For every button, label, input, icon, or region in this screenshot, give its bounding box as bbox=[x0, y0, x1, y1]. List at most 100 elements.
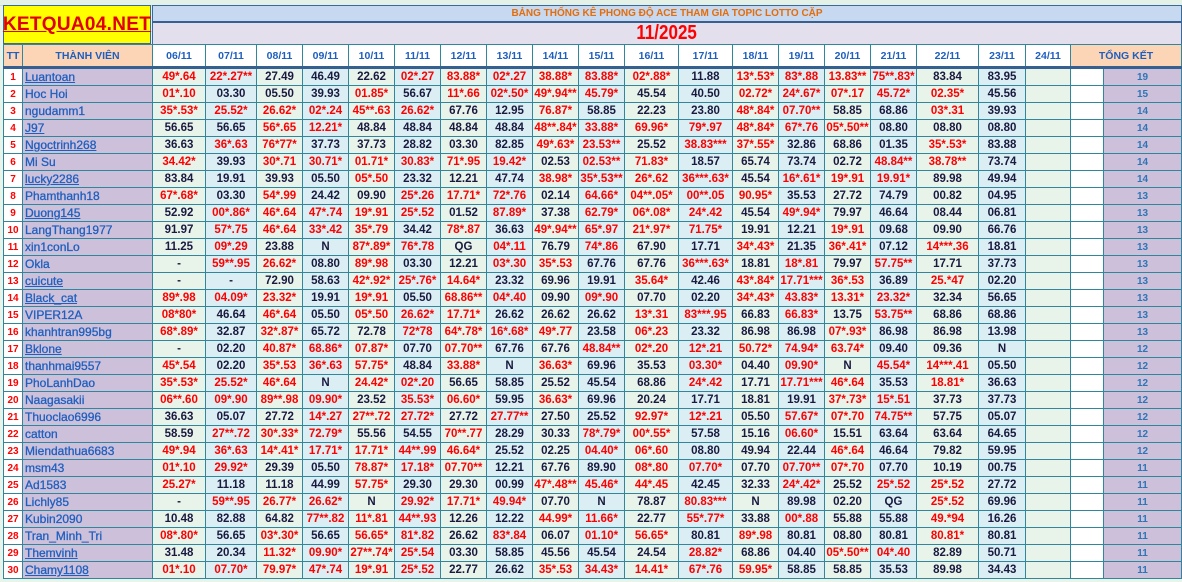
member-name[interactable]: Duong145 bbox=[22, 204, 153, 222]
score-cell: 07*.93* bbox=[824, 323, 871, 341]
score-cell: 08.80 bbox=[916, 119, 979, 137]
member-name[interactable]: Chamy1108 bbox=[22, 561, 153, 579]
score-cell: 76*77* bbox=[256, 136, 303, 154]
score-cell: 58.85 bbox=[486, 374, 533, 392]
score-cell: 33.88 bbox=[732, 510, 779, 528]
score-cell: 42.46 bbox=[678, 272, 733, 290]
score-cell: 80.81 bbox=[678, 527, 733, 545]
score-cell: 46*.64 bbox=[256, 374, 303, 392]
score-cell: 27**.74* bbox=[348, 544, 395, 562]
member-name[interactable]: J97 bbox=[22, 119, 153, 137]
score-cell: 14***.36 bbox=[916, 238, 979, 256]
table-row: 20 Naagasakii 06**.60 09*.90 89**.98 09.90* 23… bbox=[3, 391, 1182, 409]
row-number: 27 bbox=[3, 510, 23, 528]
score-cell: 07.12 bbox=[870, 238, 917, 256]
member-name[interactable]: Themvinh bbox=[22, 544, 153, 562]
total-cell: 13 bbox=[1103, 221, 1182, 239]
header-date: 16/11 bbox=[624, 44, 679, 69]
score-cell: 89.98 bbox=[778, 493, 825, 511]
score-cell: 14***.41 bbox=[916, 357, 979, 375]
score-cell: 17.18* bbox=[394, 459, 441, 477]
score-cell: 29.30 bbox=[440, 476, 487, 494]
score-cell: 03.30 bbox=[440, 544, 487, 562]
score-cell: 57.67* bbox=[778, 408, 825, 426]
score-cell: 12.21* bbox=[302, 119, 349, 137]
score-cell: 02*.24 bbox=[302, 102, 349, 120]
score-cell: 23.32 bbox=[394, 170, 441, 188]
empty-cell bbox=[1070, 391, 1104, 409]
score-cell: 05.50 bbox=[978, 357, 1026, 375]
score-cell: 23.32* bbox=[870, 289, 917, 307]
member-name[interactable]: Ngoctrinh268 bbox=[22, 136, 153, 154]
member-name[interactable]: cuicute bbox=[22, 272, 153, 290]
score-cell: 39.93 bbox=[205, 153, 257, 171]
row-number: 23 bbox=[3, 442, 23, 460]
score-cell: 55.88 bbox=[824, 510, 871, 528]
score-cell: 36***.63* bbox=[678, 255, 733, 273]
score-cell: 34.42 bbox=[394, 221, 441, 239]
score-cell: 28.82 bbox=[394, 136, 441, 154]
logo-text[interactable]: KETQUA04.NET bbox=[2, 13, 152, 35]
score-cell: 46*.64 bbox=[256, 306, 303, 324]
total-cell: 13 bbox=[1103, 187, 1182, 205]
score-cell: 67.76 bbox=[624, 255, 679, 273]
score-cell: 45*.54 bbox=[152, 357, 206, 375]
total-cell: 12 bbox=[1103, 425, 1182, 443]
score-cell: 12.95 bbox=[486, 102, 533, 120]
empty-cell bbox=[1070, 493, 1104, 511]
score-cell: QG bbox=[870, 493, 917, 511]
score-cell: 36*.41* bbox=[824, 238, 871, 256]
score-cell: 31.48 bbox=[152, 544, 206, 562]
score-cell: 56.65 bbox=[205, 527, 257, 545]
score-cell: 24*.67* bbox=[778, 85, 825, 103]
score-cell bbox=[1025, 204, 1071, 222]
score-cell: 86.98 bbox=[778, 323, 825, 341]
score-cell: 17.71 bbox=[678, 238, 733, 256]
score-cell: 65.72 bbox=[302, 323, 349, 341]
empty-cell bbox=[1070, 442, 1104, 460]
score-cell: 14.41* bbox=[624, 561, 679, 579]
score-cell: 05*.50 bbox=[348, 306, 395, 324]
member-name[interactable]: Black_cat bbox=[22, 289, 153, 307]
member-name[interactable]: Luantoan bbox=[22, 67, 153, 86]
score-cell: 36.63 bbox=[152, 408, 206, 426]
score-cell: 63.74* bbox=[824, 340, 871, 358]
score-cell: 07.70* bbox=[205, 561, 257, 579]
score-cell: 37.73 bbox=[302, 136, 349, 154]
score-cell: 34*.43* bbox=[732, 289, 779, 307]
score-cell: 46.64* bbox=[440, 442, 487, 460]
score-cell: 27.50 bbox=[532, 408, 579, 426]
score-cell: 11.88 bbox=[678, 67, 733, 86]
score-cell: 14*.27 bbox=[302, 408, 349, 426]
score-cell: 55.56 bbox=[348, 425, 395, 443]
score-cell: 38.78** bbox=[916, 153, 979, 171]
table-row: 27 Kubin2090 10.48 82.88 64.82 77**.82 11*.81 4… bbox=[3, 510, 1182, 528]
site-logo[interactable]: KETQUA04.NET bbox=[3, 5, 151, 44]
score-cell: 34.43* bbox=[578, 561, 625, 579]
score-cell: 34.42* bbox=[152, 153, 206, 171]
score-cell: 68.86 bbox=[916, 306, 979, 324]
score-cell: 69.96 bbox=[578, 391, 625, 409]
table-row: 6 Mi Su 34.42* 39.93 30*.71 30.71* 01.71* 30.83… bbox=[3, 153, 1182, 171]
score-cell: 35.64* bbox=[624, 272, 679, 290]
score-cell bbox=[1025, 374, 1071, 392]
score-cell: 17.71* bbox=[302, 442, 349, 460]
member-name[interactable]: Bklone bbox=[22, 340, 153, 358]
row-number: 15 bbox=[3, 306, 23, 324]
table-row: 14 Black_cat 89*.98 04.09* 23.32* 19.91 19*.91… bbox=[3, 289, 1182, 307]
table-row: 12 Okla -59**.95 26.62* 08.80 89*.98 03.30 12.2… bbox=[3, 255, 1182, 273]
score-cell bbox=[1025, 306, 1071, 324]
score-cell: 03*.31 bbox=[916, 102, 979, 120]
empty-cell bbox=[1070, 136, 1104, 154]
member-name[interactable]: lucky2286 bbox=[22, 170, 153, 188]
total-cell: 13 bbox=[1103, 238, 1182, 256]
score-cell: 25.27* bbox=[152, 476, 206, 494]
score-cell: 49*.63* bbox=[532, 136, 579, 154]
score-cell: 05*.50 bbox=[348, 170, 395, 188]
score-cell: 82.89 bbox=[916, 544, 979, 562]
score-cell: 45.54 bbox=[578, 544, 625, 562]
score-cell: 18*.81 bbox=[778, 255, 825, 273]
score-cell: 55*.77* bbox=[678, 510, 733, 528]
score-cell: 25*.26 bbox=[394, 187, 441, 205]
score-cell: 48.84 bbox=[440, 119, 487, 137]
